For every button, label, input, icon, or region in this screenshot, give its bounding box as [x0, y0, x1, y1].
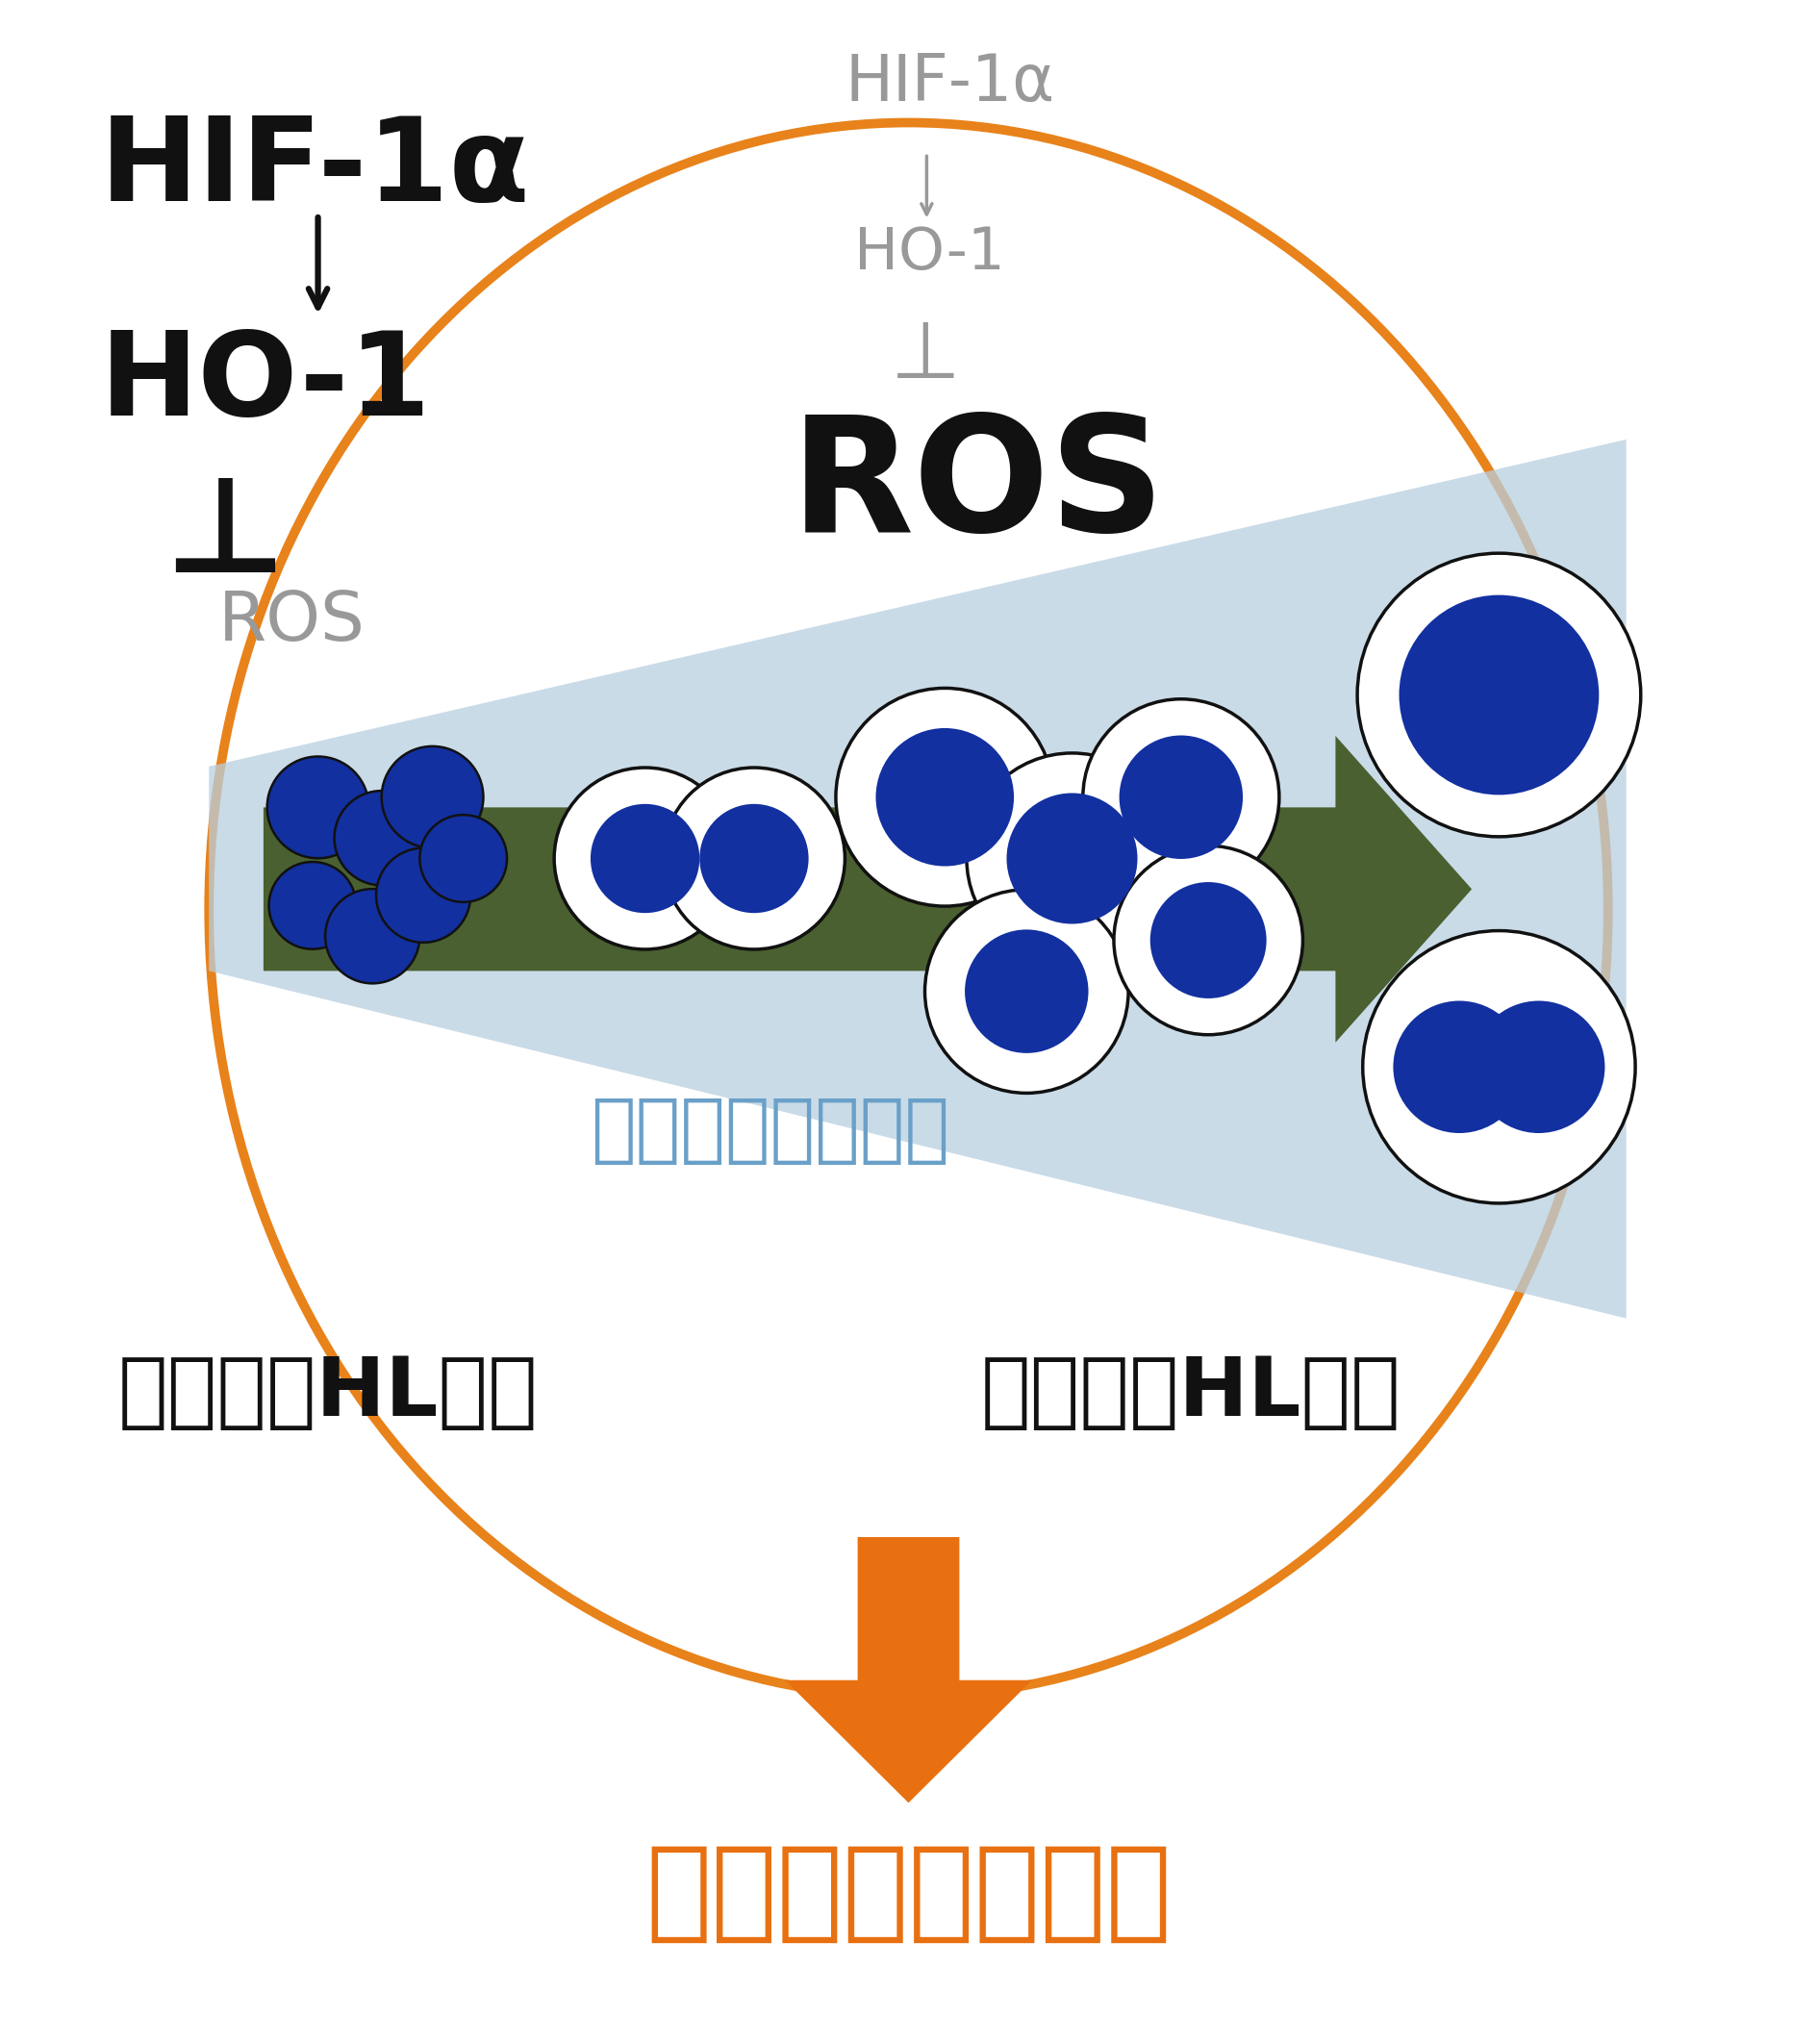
- Circle shape: [376, 848, 471, 942]
- Circle shape: [334, 791, 429, 885]
- Circle shape: [325, 889, 420, 983]
- Circle shape: [1363, 930, 1635, 1204]
- Circle shape: [876, 728, 1014, 867]
- Text: ROS: ROS: [218, 589, 365, 654]
- Text: 細胞内酸素レベル: 細胞内酸素レベル: [591, 1094, 948, 1167]
- Circle shape: [554, 769, 736, 948]
- Circle shape: [1357, 554, 1641, 836]
- Text: HO-1: HO-1: [100, 327, 431, 439]
- Text: ⊥: ⊥: [164, 470, 285, 601]
- Polygon shape: [263, 736, 1472, 1042]
- Circle shape: [1083, 699, 1279, 895]
- Circle shape: [1472, 1002, 1604, 1132]
- Circle shape: [591, 803, 700, 914]
- Circle shape: [663, 769, 845, 948]
- Circle shape: [1399, 595, 1599, 795]
- Circle shape: [420, 816, 507, 901]
- Circle shape: [836, 689, 1054, 905]
- Text: ROS: ROS: [790, 409, 1165, 566]
- Circle shape: [382, 746, 483, 848]
- Circle shape: [269, 863, 356, 948]
- Circle shape: [267, 756, 369, 858]
- Text: 分化したHL細胞: 分化したHL細胞: [981, 1353, 1401, 1433]
- Circle shape: [967, 752, 1177, 965]
- Text: HIF-1α: HIF-1α: [100, 112, 531, 225]
- Text: 未分化なHL細胞: 未分化なHL細胞: [118, 1353, 538, 1433]
- Polygon shape: [209, 439, 1626, 1318]
- Circle shape: [1150, 883, 1266, 997]
- Circle shape: [925, 889, 1128, 1094]
- Text: ⊥: ⊥: [890, 317, 959, 394]
- Circle shape: [1394, 1002, 1526, 1132]
- Circle shape: [965, 930, 1088, 1053]
- Circle shape: [1119, 736, 1243, 858]
- Circle shape: [1114, 846, 1303, 1034]
- Text: 新規治療法の開発: 新規治療法の開発: [645, 1840, 1172, 1946]
- Text: HIF-1α: HIF-1α: [845, 51, 1054, 114]
- Circle shape: [1007, 793, 1137, 924]
- Polygon shape: [785, 1537, 1032, 1803]
- Text: HO-1: HO-1: [854, 225, 1005, 282]
- Circle shape: [700, 803, 809, 914]
